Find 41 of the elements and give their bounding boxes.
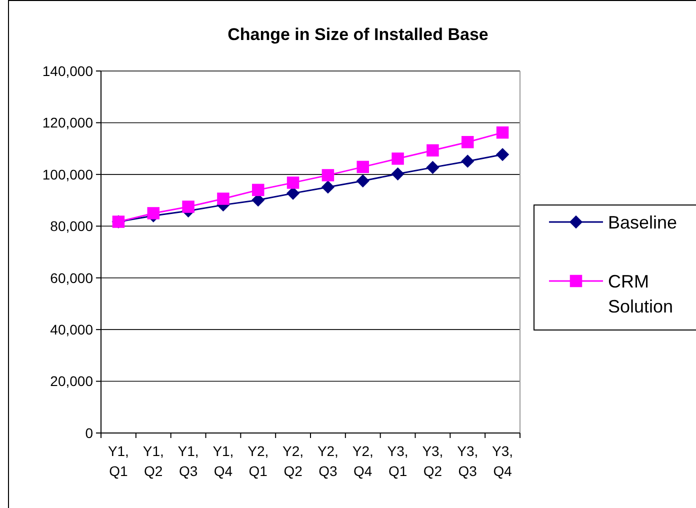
x-tick-label: Y2, Q4 bbox=[352, 443, 374, 479]
point bbox=[321, 180, 335, 194]
point bbox=[461, 154, 474, 168]
y-tick-label: 20,000 bbox=[50, 373, 94, 390]
x-tick-label: Y3, Q2 bbox=[422, 443, 444, 479]
point bbox=[182, 200, 194, 213]
x-tick-label: Y1, Q4 bbox=[212, 443, 234, 479]
point bbox=[496, 126, 509, 139]
legend-label: CRM Solution bbox=[608, 271, 674, 316]
point bbox=[286, 176, 300, 189]
point bbox=[147, 207, 160, 220]
point bbox=[462, 136, 474, 148]
point bbox=[426, 160, 440, 174]
y-tick-label: 140,000 bbox=[42, 62, 94, 79]
x-tick-label: Y1, Q2 bbox=[142, 443, 164, 479]
point bbox=[496, 148, 510, 162]
point bbox=[217, 192, 230, 205]
x-tick-label: Y3, Q3 bbox=[457, 443, 478, 479]
x-tick-label: Y2, Q1 bbox=[248, 443, 269, 479]
x-tick-label: Y1, Q3 bbox=[178, 443, 199, 479]
point bbox=[356, 160, 369, 174]
x-tick-label: Y3, Q4 bbox=[492, 443, 514, 479]
y-tick-label: 120,000 bbox=[42, 114, 94, 131]
y-tick-label: 100,000 bbox=[42, 166, 94, 182]
point bbox=[392, 152, 404, 165]
chart-title: Change in Size of Installed Base bbox=[228, 25, 488, 44]
point bbox=[252, 184, 264, 196]
x-tick-label: Y2, Q2 bbox=[282, 443, 304, 479]
y-tick-label: 40,000 bbox=[50, 321, 94, 338]
y-tick-label: 0 bbox=[85, 424, 94, 441]
point bbox=[391, 167, 404, 180]
y-tick-label: 60,000 bbox=[50, 270, 94, 286]
point bbox=[426, 144, 439, 157]
point bbox=[322, 169, 334, 182]
legend-label: Baseline bbox=[608, 212, 678, 232]
x-tick-label: Y2, Q3 bbox=[317, 443, 338, 479]
x-tick-label: Y1, Q1 bbox=[108, 443, 129, 479]
point bbox=[286, 186, 300, 200]
y-tick-label: 80,000 bbox=[50, 218, 94, 234]
point bbox=[356, 174, 370, 188]
x-tick-label: Y3, Q1 bbox=[387, 443, 408, 479]
